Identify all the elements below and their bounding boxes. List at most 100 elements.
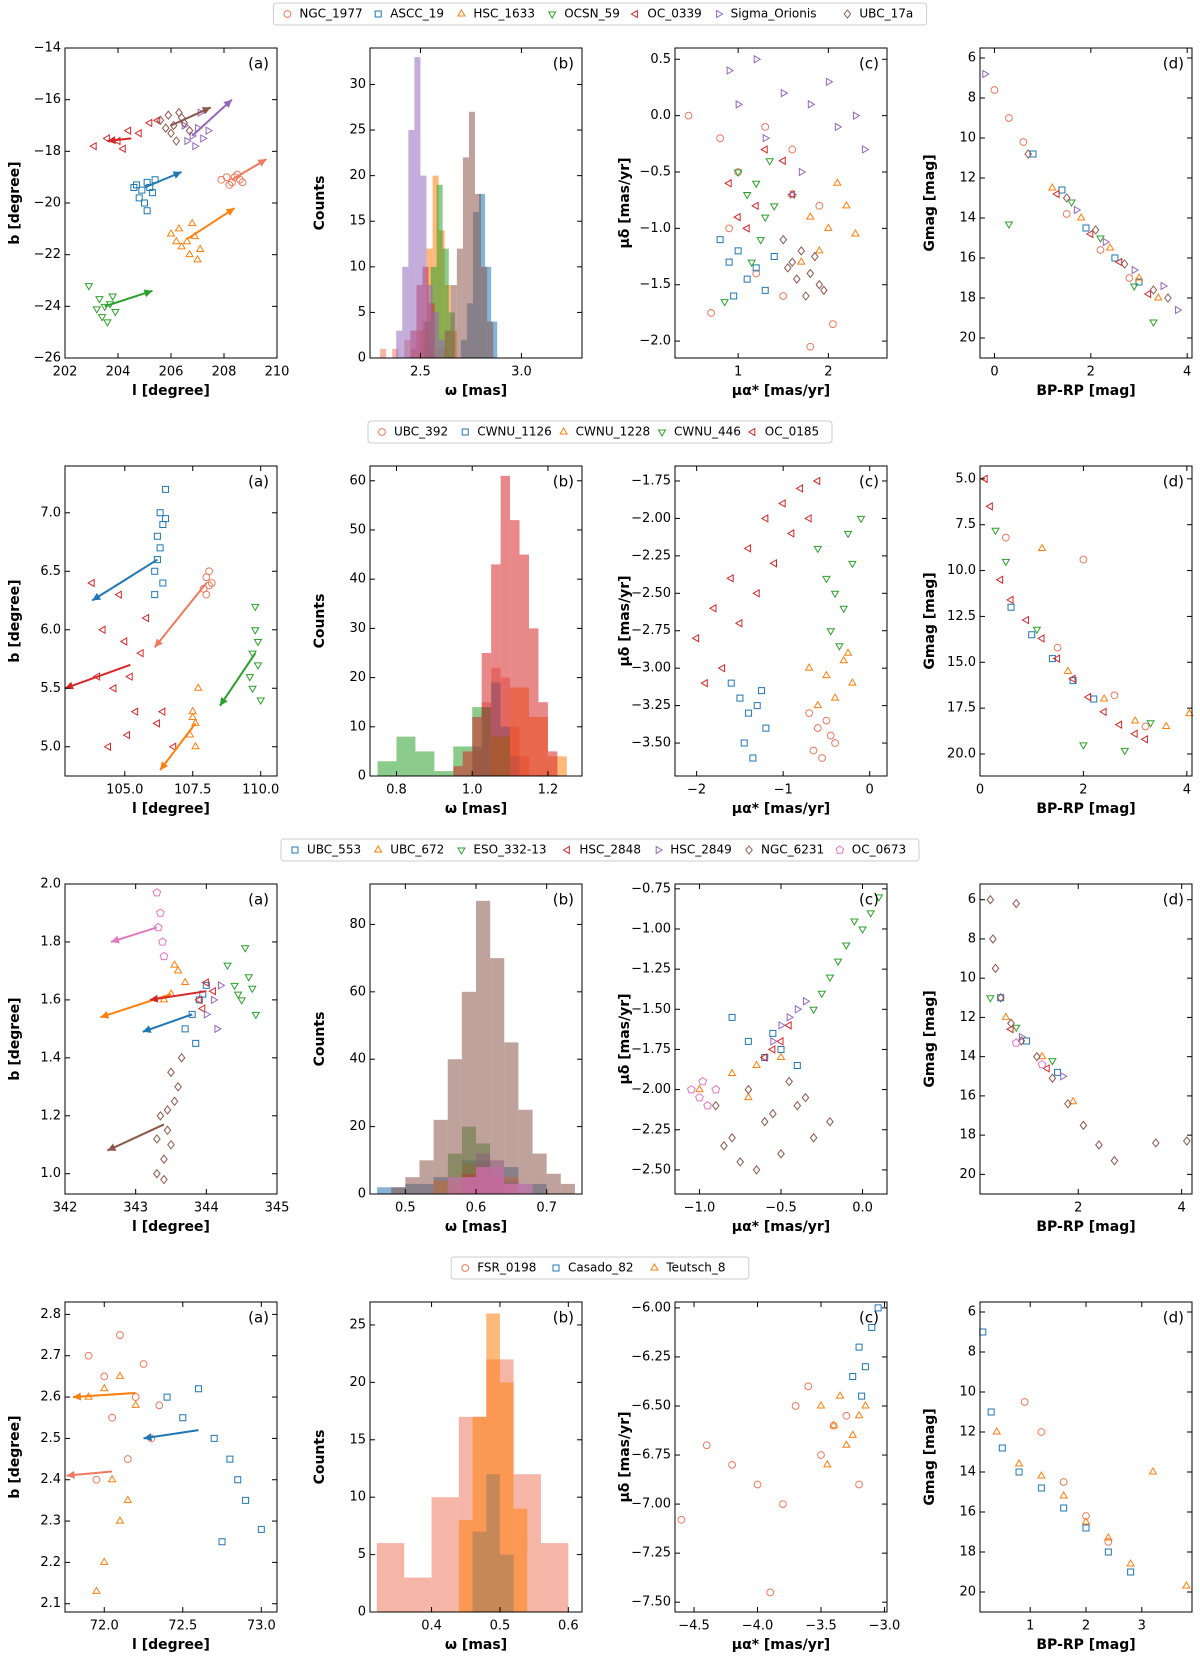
arrow-head — [143, 289, 153, 298]
point — [247, 985, 257, 994]
point — [187, 218, 197, 227]
y-tick-label: −1.5 — [639, 277, 671, 292]
point — [89, 141, 97, 151]
axes-frame — [674, 465, 888, 777]
x-tick-label: 343 — [123, 1201, 148, 1216]
point — [250, 603, 260, 612]
point — [1059, 1478, 1068, 1486]
hist-bar — [481, 266, 488, 358]
point — [695, 1084, 704, 1093]
hist-bar — [519, 554, 529, 776]
legend-label: ASCC_19 — [390, 7, 444, 21]
point — [770, 1037, 778, 1046]
y-tick-label: 0.5 — [650, 52, 671, 67]
point — [245, 674, 255, 682]
x-tick-label: 1 — [1026, 1619, 1034, 1634]
point — [1037, 1059, 1047, 1069]
y-tick-label: 1.2 — [40, 1108, 61, 1123]
point — [742, 224, 750, 233]
y-tick-label: 80 — [349, 917, 366, 932]
hist-bar — [405, 1177, 420, 1194]
point — [1011, 1024, 1021, 1033]
point — [170, 1096, 179, 1107]
point — [179, 1414, 187, 1422]
y-tick-label: 5.5 — [40, 681, 61, 696]
arrow-head — [100, 1010, 110, 1019]
point — [728, 1460, 737, 1469]
point — [163, 1105, 172, 1115]
point — [1091, 225, 1100, 235]
point — [172, 136, 181, 146]
hist-bar — [462, 157, 469, 358]
point — [168, 742, 177, 752]
y-tick-label: 0 — [358, 351, 366, 366]
legend-label: CWNU_446 — [674, 425, 741, 439]
axes-frame — [64, 47, 278, 359]
point — [1004, 221, 1014, 229]
point — [820, 285, 828, 296]
point — [794, 1004, 803, 1014]
point — [244, 974, 254, 982]
legend-label: OC_0673 — [852, 843, 906, 857]
point — [698, 1076, 708, 1086]
point — [223, 962, 232, 971]
arrow-head — [110, 935, 120, 944]
point — [742, 192, 752, 200]
legend-box — [367, 420, 833, 444]
axes-frame — [674, 1301, 888, 1613]
axes-frame — [674, 47, 888, 359]
point — [1014, 1459, 1024, 1467]
point — [765, 158, 775, 166]
point — [752, 588, 760, 598]
point — [833, 958, 843, 967]
point — [1037, 1471, 1046, 1479]
point — [708, 603, 717, 613]
point — [980, 474, 988, 484]
point — [743, 275, 751, 283]
point — [791, 1402, 800, 1410]
point — [1006, 595, 1014, 605]
legend-marker — [552, 1264, 560, 1272]
point — [134, 128, 142, 138]
point — [192, 1039, 200, 1047]
point — [182, 236, 192, 245]
arrow-head — [160, 761, 169, 771]
y-tick-label: −16 — [34, 92, 61, 107]
point — [850, 918, 859, 926]
y-axis-label: Gmag [mag] — [922, 154, 938, 251]
y-tick-label: 8 — [968, 1345, 976, 1360]
hist-bar — [456, 248, 463, 358]
point — [798, 167, 807, 177]
legend-marker — [747, 427, 756, 437]
point — [817, 990, 827, 999]
point — [822, 575, 831, 584]
point — [230, 982, 239, 991]
point — [197, 1004, 206, 1013]
y-tick-label: 10 — [349, 1490, 366, 1505]
point — [1017, 1036, 1026, 1046]
hist-bar — [444, 330, 451, 358]
point — [159, 520, 167, 528]
point — [727, 1068, 737, 1077]
point — [1018, 1032, 1027, 1042]
y-axis-label: Gmag [mag] — [922, 572, 938, 669]
point — [826, 628, 836, 636]
y-tick-label: −2.50 — [631, 1162, 671, 1177]
point — [107, 1474, 117, 1483]
hist-bar — [442, 248, 449, 358]
point — [1175, 305, 1183, 315]
hist-bar — [491, 564, 501, 776]
y-tick-label: 18 — [959, 1545, 976, 1560]
point — [753, 702, 761, 710]
point — [854, 1410, 864, 1419]
x-tick-label: 0 — [990, 365, 998, 380]
point — [1001, 1012, 1011, 1020]
y-tick-label: 12 — [959, 171, 976, 186]
y-tick-label: 6 — [968, 51, 976, 66]
y-axis-label: b [degree] — [7, 1415, 23, 1498]
point — [985, 502, 993, 511]
point — [1007, 603, 1015, 611]
y-tick-label: 5 — [358, 305, 366, 320]
y-tick-label: 20 — [959, 1167, 976, 1182]
point — [156, 509, 164, 517]
